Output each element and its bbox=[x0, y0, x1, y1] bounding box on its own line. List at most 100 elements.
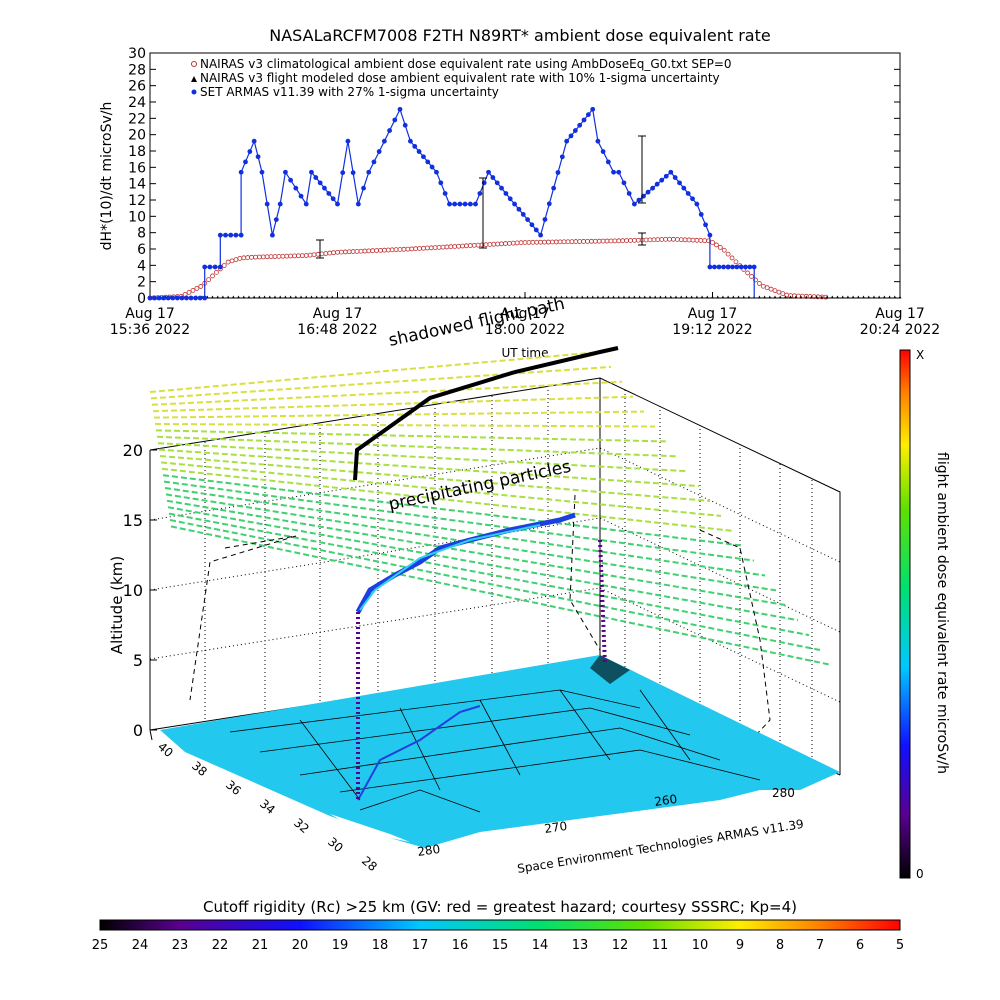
nairas-modeled-point bbox=[731, 295, 735, 299]
error-bar bbox=[638, 232, 646, 246]
armas-point bbox=[716, 264, 722, 270]
nairas-point bbox=[671, 236, 676, 242]
nairas-modeled-point bbox=[825, 295, 829, 299]
armas-point bbox=[193, 295, 198, 301]
armas-point bbox=[572, 128, 578, 133]
armas-point bbox=[447, 201, 452, 207]
nairas-point bbox=[565, 239, 571, 245]
armas-point bbox=[743, 264, 748, 270]
nairas-modeled-point bbox=[836, 295, 839, 299]
nairas-modeled-point bbox=[492, 295, 496, 299]
armas-point bbox=[452, 201, 458, 207]
armas-point bbox=[330, 196, 336, 202]
nairas-modeled-point bbox=[632, 295, 636, 299]
nairas-modeled-point bbox=[325, 295, 329, 299]
armas-point bbox=[238, 169, 244, 175]
nairas-point bbox=[557, 239, 563, 245]
state-borders bbox=[229, 689, 761, 813]
particle-row bbox=[169, 519, 821, 651]
cutoff-tick-label: 9 bbox=[736, 938, 744, 953]
nairas-modeled-point bbox=[268, 295, 272, 299]
series-armas bbox=[147, 106, 757, 301]
top-series-layer bbox=[147, 106, 902, 301]
armas-point bbox=[317, 180, 323, 186]
nairas-modeled-point bbox=[299, 295, 303, 299]
armas-point bbox=[734, 264, 740, 270]
armas-point bbox=[170, 295, 176, 301]
nairas-modeled-point bbox=[877, 295, 881, 299]
nairas-point bbox=[518, 240, 524, 246]
armas-point bbox=[259, 169, 265, 175]
nairas-point bbox=[260, 254, 266, 260]
armas-point bbox=[516, 206, 522, 212]
armas-point bbox=[525, 217, 531, 223]
z-axis-ticks: 0 5 10 15 20 bbox=[123, 441, 157, 740]
cutoff-tick-label: 21 bbox=[252, 938, 269, 953]
armas-point bbox=[616, 169, 622, 175]
nairas-point bbox=[245, 255, 251, 260]
nairas-point bbox=[284, 253, 290, 259]
armas-point bbox=[663, 173, 669, 179]
nairas-point bbox=[702, 238, 708, 244]
armas-point bbox=[551, 185, 557, 191]
nairas-point bbox=[577, 239, 583, 244]
nairas-modeled-point bbox=[815, 295, 819, 299]
top-legend: NAIRAS v3 climatological ambient dose eq… bbox=[191, 57, 732, 99]
nairas-modeled-point bbox=[820, 295, 824, 299]
y-tick-label: 8 bbox=[137, 226, 146, 242]
nairas-modeled-point bbox=[336, 295, 339, 299]
nairas-modeled-point bbox=[320, 295, 324, 299]
armas-point bbox=[694, 201, 700, 207]
nairas-point bbox=[549, 239, 555, 245]
armas-point bbox=[233, 232, 239, 238]
nairas-point bbox=[631, 237, 637, 243]
nairas-modeled-point bbox=[669, 295, 673, 299]
nairas-modeled-point bbox=[403, 295, 407, 299]
nairas-modeled-point bbox=[601, 295, 605, 299]
nairas-modeled-point bbox=[794, 295, 798, 299]
armas-point bbox=[457, 201, 463, 207]
nairas-point bbox=[682, 237, 688, 243]
nairas-point bbox=[655, 237, 661, 243]
nairas-point bbox=[256, 254, 262, 260]
nairas-modeled-point bbox=[898, 295, 902, 299]
x-tick-label-time: 16:48 2022 bbox=[297, 322, 377, 338]
armas-point bbox=[277, 201, 283, 207]
nairas-point bbox=[221, 263, 227, 268]
nairas-modeled-point bbox=[429, 295, 433, 299]
armas-point bbox=[313, 175, 319, 180]
cutoff-tick-label: 18 bbox=[372, 938, 389, 953]
legend-entry-nairas-climatological: NAIRAS v3 climatological ambient dose eq… bbox=[200, 57, 732, 71]
gulf-water bbox=[330, 814, 410, 842]
nairas-modeled-point bbox=[757, 295, 761, 299]
particle-row bbox=[156, 435, 678, 458]
nairas-point bbox=[464, 243, 469, 249]
armas-point bbox=[467, 201, 473, 207]
armas-point bbox=[223, 232, 228, 238]
particle-row bbox=[164, 487, 766, 577]
nairas-point bbox=[448, 244, 454, 250]
nairas-point bbox=[624, 238, 629, 243]
x-tick-label-time: 15:36 2022 bbox=[110, 322, 190, 338]
x-axis-label: UT time bbox=[501, 346, 548, 360]
x-tick-label-time: 18:00 2022 bbox=[485, 322, 565, 338]
nairas-modeled-point bbox=[513, 295, 517, 299]
armas-point bbox=[533, 227, 539, 233]
nairas-point bbox=[604, 238, 610, 244]
nairas-point bbox=[483, 242, 489, 248]
armas-point bbox=[698, 212, 704, 217]
nairas-modeled-point bbox=[544, 295, 548, 299]
nairas-modeled-point bbox=[638, 295, 642, 299]
nairas-point bbox=[569, 239, 575, 245]
particle-row bbox=[157, 442, 689, 473]
armas-point bbox=[751, 264, 757, 270]
nairas-modeled-point bbox=[351, 295, 355, 299]
nairas-modeled-point bbox=[705, 295, 709, 299]
cutoff-tick-label: 10 bbox=[692, 938, 709, 953]
legend-marker-triangle bbox=[191, 76, 197, 82]
nairas-point bbox=[405, 246, 411, 252]
z-tick-label: 20 bbox=[123, 441, 143, 460]
nairas-modeled-point bbox=[481, 295, 485, 299]
nairas-modeled-point bbox=[559, 295, 563, 299]
nairas-point bbox=[503, 241, 508, 246]
